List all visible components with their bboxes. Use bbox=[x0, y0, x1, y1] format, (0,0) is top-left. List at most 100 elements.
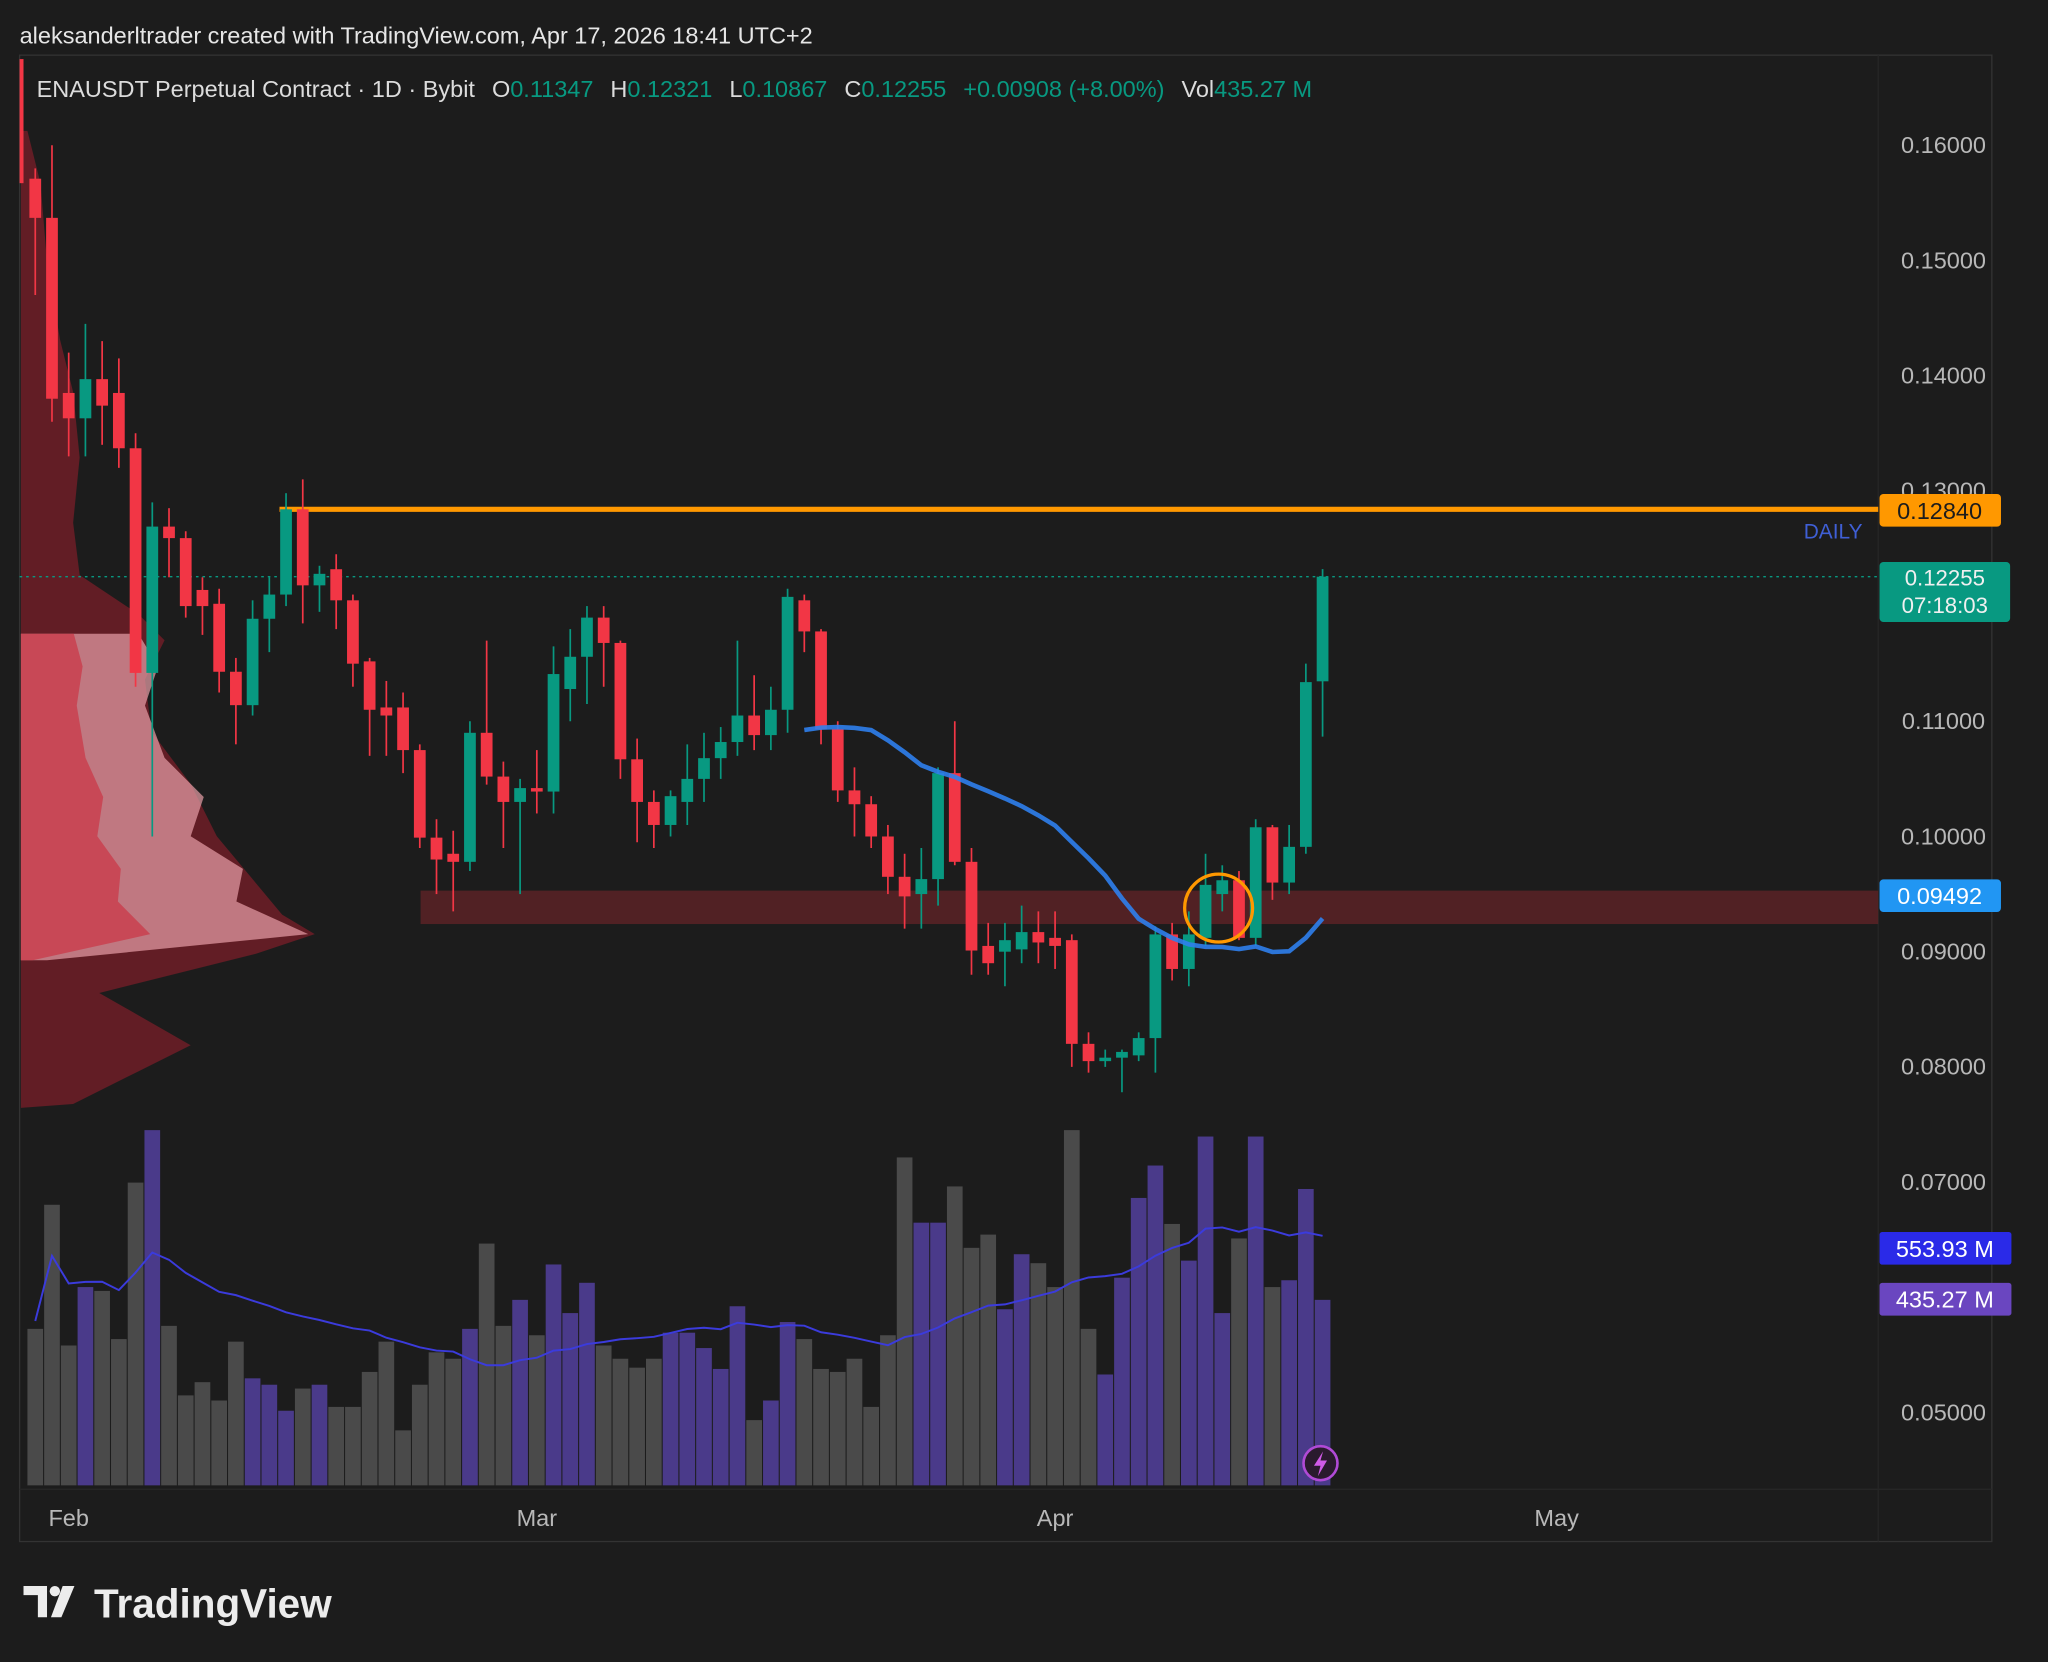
volume-bar bbox=[411, 1384, 428, 1486]
volume-bar bbox=[1231, 1238, 1247, 1486]
volume-bar bbox=[77, 1287, 94, 1486]
credit-text: aleksanderltrader created with TradingVi… bbox=[20, 22, 813, 48]
candle-body bbox=[1283, 846, 1296, 883]
volume-profile bbox=[20, 130, 315, 1108]
volume-bar bbox=[646, 1358, 662, 1486]
volume-bar bbox=[679, 1332, 696, 1486]
price-tick-label: 0.05000 bbox=[1901, 1399, 1986, 1425]
candle bbox=[948, 721, 961, 866]
candle-body bbox=[230, 671, 242, 706]
volume-ma-value: 553.93 M bbox=[1896, 1236, 1994, 1262]
candle bbox=[1049, 911, 1061, 969]
candle-body bbox=[363, 661, 376, 710]
candle bbox=[731, 640, 744, 756]
candle bbox=[915, 848, 928, 929]
tradingview-logo: TradingView bbox=[23, 1580, 332, 1626]
candle-body bbox=[982, 945, 995, 964]
volume-bar bbox=[980, 1234, 997, 1486]
volume-bar bbox=[1281, 1280, 1297, 1486]
candle-body bbox=[1182, 934, 1195, 969]
candle bbox=[848, 767, 861, 837]
candle-body bbox=[698, 758, 710, 779]
ma-price-label: 0.09492 bbox=[1879, 879, 2001, 912]
candle-body bbox=[1032, 932, 1045, 943]
candles bbox=[29, 145, 1329, 1093]
price-tick-label: 0.15000 bbox=[1901, 247, 1986, 273]
volume-bar bbox=[1013, 1254, 1030, 1486]
candle-body bbox=[1049, 937, 1061, 946]
volume-bar bbox=[1264, 1287, 1281, 1486]
candle-body bbox=[530, 788, 543, 792]
symbol[interactable]: ENAUSDT Perpetual Contract · 1D · Bybit bbox=[37, 76, 476, 102]
volume-bar bbox=[997, 1309, 1013, 1486]
candle bbox=[631, 738, 644, 843]
lightning-icon[interactable] bbox=[1302, 1444, 1339, 1482]
candle-body bbox=[664, 796, 677, 825]
open-label: O bbox=[492, 76, 510, 102]
time-axis[interactable]: Feb Mar Apr May bbox=[48, 1505, 1579, 1531]
close-value: 0.12255 bbox=[861, 76, 946, 102]
volume-bar bbox=[1097, 1374, 1114, 1486]
candle-body bbox=[413, 750, 426, 838]
candle bbox=[1199, 853, 1212, 946]
candle bbox=[714, 727, 727, 779]
candle-body bbox=[547, 674, 560, 792]
candle bbox=[1283, 824, 1296, 895]
highlight-circle bbox=[1183, 872, 1255, 944]
price-axis[interactable]: 0.160000.150000.140000.130000.110000.100… bbox=[1901, 132, 1986, 1425]
volume-bar bbox=[395, 1430, 411, 1486]
volume-bar bbox=[662, 1332, 679, 1486]
candle-body bbox=[296, 509, 309, 586]
candle-body bbox=[932, 773, 944, 880]
price-tick-label: 0.11000 bbox=[1902, 708, 1985, 734]
volume-bar bbox=[462, 1328, 478, 1486]
candle bbox=[280, 493, 292, 607]
volume-bar bbox=[177, 1395, 194, 1486]
time-tick-label: Apr bbox=[1037, 1505, 1074, 1531]
candle bbox=[1316, 569, 1329, 737]
price-tick-label: 0.14000 bbox=[1901, 363, 1986, 389]
candle bbox=[681, 744, 694, 825]
candle bbox=[112, 358, 125, 468]
candle-body bbox=[714, 742, 727, 759]
volume-bar bbox=[913, 1222, 930, 1486]
open-value: 0.11347 bbox=[510, 76, 593, 102]
candle bbox=[882, 824, 894, 895]
candle bbox=[296, 479, 309, 624]
volume-value: 435.27 M bbox=[1214, 76, 1312, 102]
candle bbox=[547, 646, 560, 814]
candle bbox=[698, 732, 710, 802]
candle bbox=[1082, 1032, 1095, 1073]
volume-last-value: 435.27 M bbox=[1896, 1287, 1994, 1313]
volume-bar bbox=[161, 1325, 177, 1486]
volume-bar bbox=[796, 1339, 813, 1486]
volume-ma-label: 553.93 M bbox=[1879, 1231, 2012, 1265]
candle-body bbox=[999, 940, 1011, 952]
volume-bar bbox=[278, 1410, 294, 1486]
volume-bar bbox=[244, 1378, 261, 1486]
volume-bar bbox=[1147, 1165, 1164, 1486]
volume-bar bbox=[512, 1299, 528, 1486]
volume-bar bbox=[1164, 1223, 1180, 1486]
volume-bar bbox=[562, 1313, 579, 1486]
candle bbox=[1299, 663, 1312, 854]
candle-body bbox=[681, 778, 694, 802]
candle-body bbox=[96, 379, 109, 406]
volume-bar bbox=[712, 1368, 729, 1486]
support-zone bbox=[420, 890, 1879, 925]
candle bbox=[213, 588, 226, 693]
candle-body bbox=[62, 392, 75, 419]
candle bbox=[129, 433, 142, 687]
volume-bars bbox=[27, 1130, 1331, 1486]
bar-countdown: 07:18:03 bbox=[1902, 593, 1988, 618]
candle bbox=[497, 761, 510, 849]
candle-body bbox=[848, 790, 861, 805]
candle-body bbox=[1249, 827, 1262, 938]
candle-body bbox=[1082, 1043, 1095, 1062]
candle bbox=[263, 577, 276, 653]
candle bbox=[815, 629, 827, 745]
candle-body bbox=[196, 589, 209, 607]
candle bbox=[965, 848, 978, 975]
resistance-tag: DAILY bbox=[1804, 520, 1863, 543]
